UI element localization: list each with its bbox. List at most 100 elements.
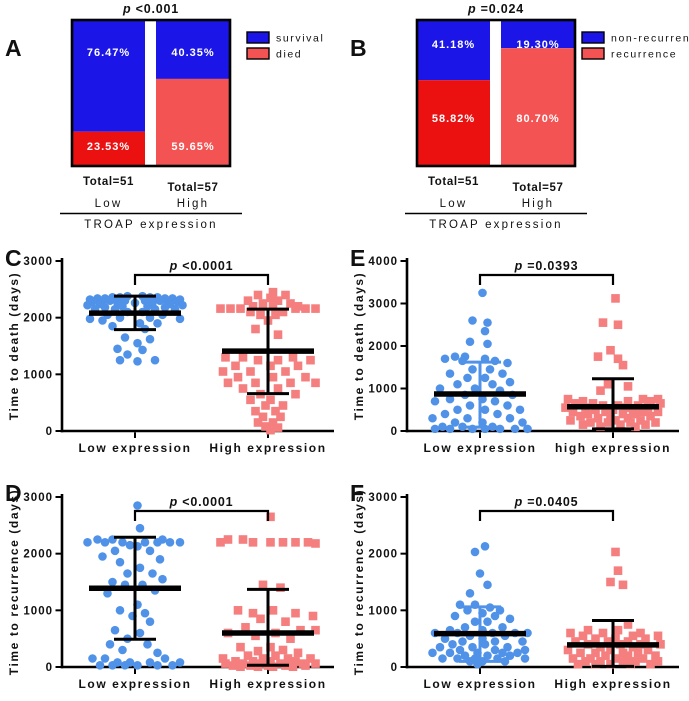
data-point — [596, 422, 605, 432]
data-point — [95, 661, 105, 670]
data-point — [306, 355, 315, 365]
data-point — [281, 617, 290, 626]
data-point — [618, 648, 628, 658]
data-point — [266, 293, 275, 303]
data-point — [606, 645, 615, 655]
data-point — [138, 345, 147, 355]
data-point — [460, 623, 470, 632]
bar-segment-survival — [156, 20, 230, 79]
y-tick-label: 0 — [46, 662, 53, 674]
data-point — [500, 657, 510, 666]
data-point — [498, 369, 507, 378]
data-point — [638, 654, 648, 663]
data-point — [646, 396, 655, 406]
data-point — [276, 583, 285, 592]
data-point — [613, 566, 623, 575]
data-point — [153, 661, 162, 670]
y-tick-label: 2000 — [23, 313, 53, 325]
panel-e-time-to-death-scatter: E 0 1000 2000 3000 4000 Time to death (days) Lo… — [345, 230, 689, 465]
data-point — [150, 355, 160, 365]
data-point — [440, 354, 450, 364]
data-point — [153, 648, 162, 658]
bar-segment-recurrence — [501, 48, 575, 166]
data-point — [261, 401, 270, 410]
data-point — [611, 294, 620, 303]
data-point — [246, 367, 255, 376]
category-label: Low — [95, 198, 123, 210]
data-point — [643, 645, 653, 655]
data-point — [470, 547, 480, 557]
data-point — [613, 354, 623, 364]
x-category-label: Low expression — [78, 677, 191, 691]
data-point — [623, 620, 633, 629]
panel-b-recurrence-stacked-bar: B 41.18% 58.82% Total=51 Low 19.30% 80.70% Tota… — [345, 0, 689, 230]
data-point — [110, 625, 120, 635]
data-point — [236, 642, 245, 652]
category-label: Low — [440, 198, 468, 210]
data-point — [243, 296, 253, 305]
data-point — [100, 538, 110, 547]
data-point — [438, 654, 447, 663]
data-point — [513, 648, 522, 658]
data-point — [311, 378, 320, 388]
p-value-label: p <0.0001 — [169, 495, 234, 509]
data-point — [253, 646, 263, 656]
data-point — [606, 659, 615, 669]
bar-segment-recurrence — [417, 80, 490, 166]
data-point — [623, 651, 633, 660]
legend-label: recurrence — [611, 49, 677, 61]
data-point — [296, 625, 305, 635]
data-point — [140, 538, 150, 547]
p-value-label: p <0.001 — [122, 2, 179, 16]
data-point — [636, 628, 645, 638]
y-tick-label: 0 — [391, 426, 398, 438]
bar-border — [415, 18, 577, 168]
percent-label: 23.53% — [87, 141, 130, 153]
data-point — [175, 658, 185, 667]
data-point — [651, 651, 660, 660]
data-point — [135, 523, 145, 533]
data-point — [626, 659, 635, 669]
data-point — [515, 405, 525, 415]
data-point — [115, 606, 125, 615]
data-point — [278, 645, 288, 655]
data-point — [618, 360, 628, 370]
data-point — [233, 372, 243, 382]
y-tick-label: 1000 — [23, 369, 53, 381]
y-tick-label: 0 — [391, 662, 398, 674]
data-point — [611, 416, 620, 425]
data-point — [155, 555, 165, 564]
data-point — [518, 637, 527, 646]
data-point — [140, 608, 150, 618]
data-point — [218, 367, 228, 376]
data-point — [288, 353, 298, 362]
data-point — [450, 611, 460, 621]
data-point — [273, 423, 283, 432]
data-point — [628, 631, 638, 641]
data-point — [133, 338, 142, 348]
data-point — [276, 659, 285, 668]
data-point — [596, 386, 605, 395]
data-point — [613, 625, 623, 635]
p-value-label: p =0.0405 — [514, 495, 579, 509]
data-point — [153, 319, 162, 328]
significance-bracket — [133, 273, 270, 285]
bar-segment-non-recurrence — [501, 20, 575, 49]
data-point — [311, 625, 320, 635]
data-point — [236, 304, 245, 313]
data-point — [145, 658, 155, 667]
data-point — [301, 304, 310, 313]
legend-swatch-died — [246, 47, 270, 60]
data-point — [561, 403, 570, 412]
data-point — [148, 569, 157, 578]
data-point — [465, 401, 475, 410]
data-point — [216, 538, 225, 547]
data-point — [266, 512, 275, 522]
data-point — [618, 409, 628, 419]
data-point — [311, 659, 320, 668]
data-point — [118, 538, 127, 547]
data-point — [251, 631, 260, 641]
data-point — [266, 425, 275, 435]
data-point — [100, 303, 110, 312]
data-point — [160, 303, 170, 312]
